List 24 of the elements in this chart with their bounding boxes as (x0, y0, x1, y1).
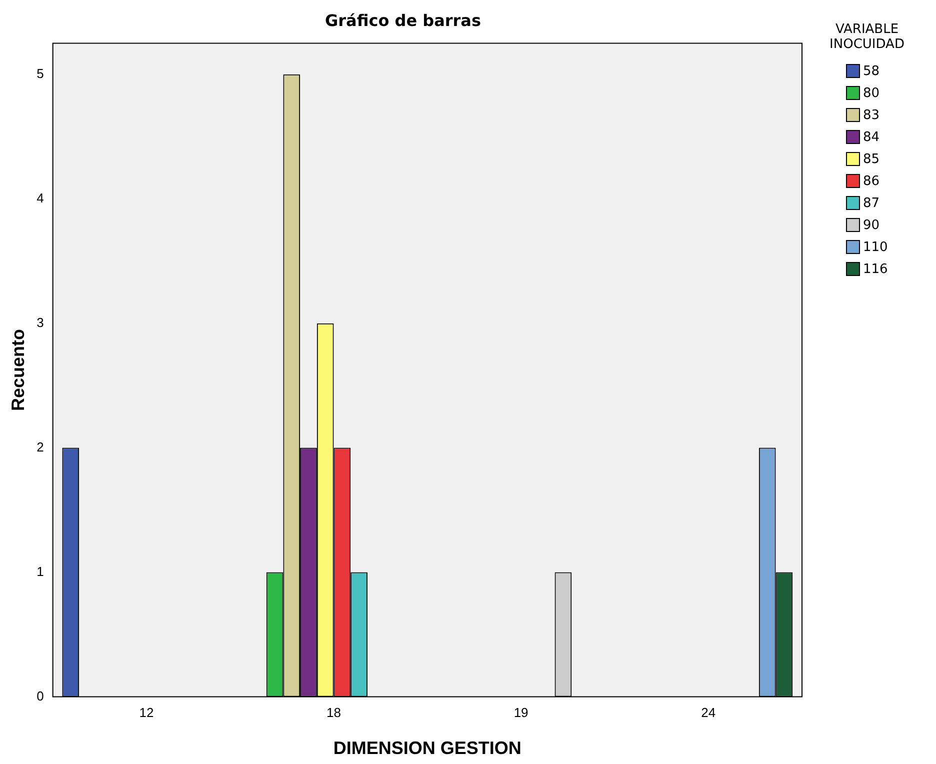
legend-label: 84 (863, 130, 880, 144)
legend-title: VARIABLE INOCUIDAD (828, 22, 906, 52)
y-tick-label: 2 (36, 439, 44, 454)
legend-label: 110 (863, 240, 888, 254)
x-axis-title: DIMENSION GESTION (333, 738, 522, 758)
legend-label: 116 (863, 262, 888, 276)
legend-label: 86 (863, 174, 880, 188)
y-tick-label: 1 (36, 564, 44, 579)
legend-label: 87 (863, 196, 880, 210)
x-tick-label: 18 (326, 705, 342, 720)
x-tick-label: 24 (701, 705, 716, 720)
y-tick-label: 0 (36, 688, 44, 704)
legend-label: 90 (863, 218, 880, 232)
x-tick-label: 12 (139, 705, 154, 720)
y-tick-label: 3 (36, 314, 44, 330)
legend-label: 83 (863, 108, 880, 122)
legend-label: 85 (863, 152, 880, 166)
y-axis-title: Recuento (8, 328, 28, 412)
legend-label: 80 (863, 86, 880, 100)
legend-label: 58 (863, 64, 880, 78)
y-tick-label: 4 (36, 190, 44, 206)
x-tick-label: 19 (514, 705, 528, 720)
chart-title: Gráfico de barras (325, 10, 481, 30)
y-tick-label: 5 (36, 66, 44, 81)
